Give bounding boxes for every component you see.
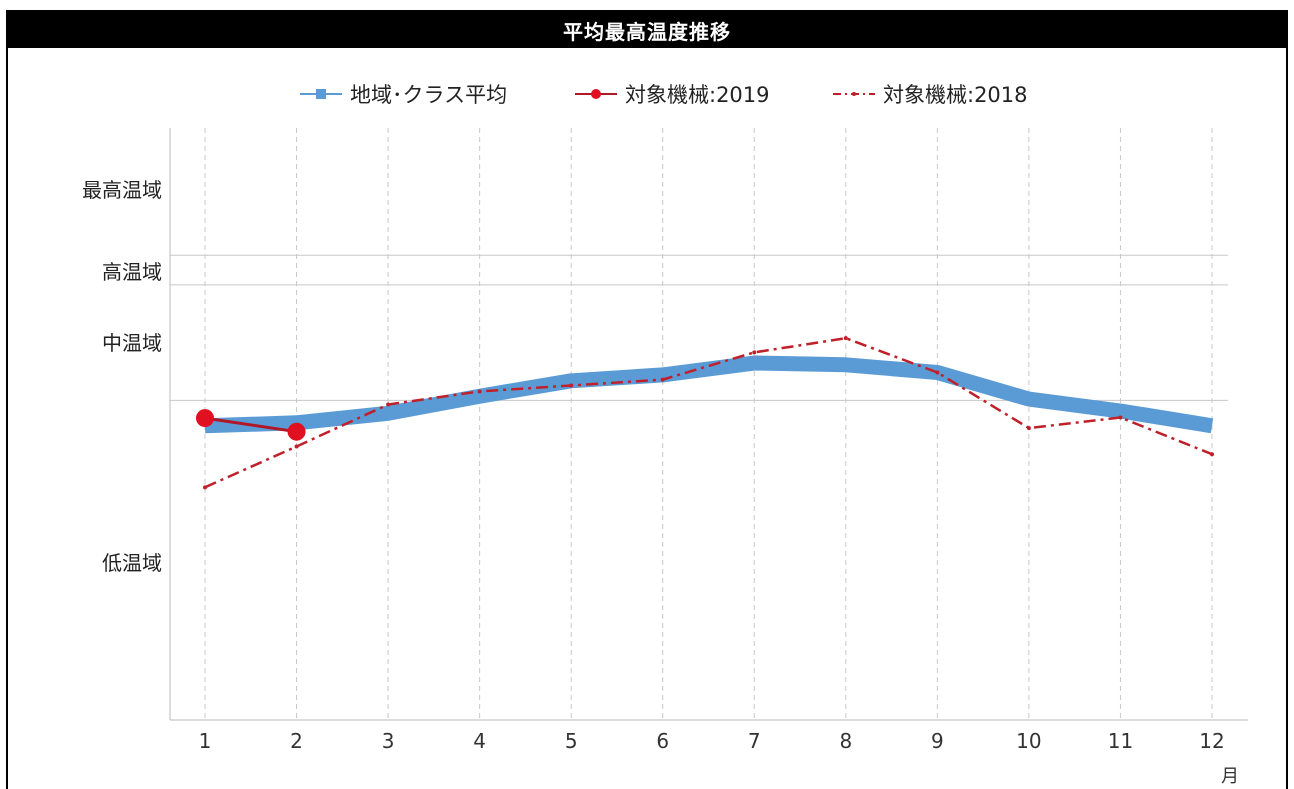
chart-title: 平均最高温度推移	[8, 12, 1286, 48]
x-tick-label: 4	[473, 729, 486, 753]
series-point-2019	[196, 409, 214, 428]
band-label: 中温域	[102, 331, 162, 355]
series-point-2018	[935, 370, 940, 375]
x-unit-label: 月	[1221, 766, 1239, 787]
x-tick-label: 12	[1199, 729, 1224, 753]
x-tick-label: 6	[656, 729, 669, 753]
series-line-average	[204, 355, 1214, 434]
series-point-2018	[386, 402, 391, 407]
series-point-2018	[1210, 452, 1214, 457]
series	[196, 336, 1214, 490]
legend: 地域･クラス平均 対象機械:2019 対象機械:2018	[300, 83, 1028, 107]
band-label: 低温域	[102, 551, 162, 575]
series-point-2018	[203, 485, 207, 490]
legend-swatch-marker	[591, 89, 601, 99]
series-point-2019	[287, 422, 306, 441]
series-point-2018	[660, 377, 665, 382]
legend-item: 対象機械:2018	[833, 83, 1028, 107]
series-point-2018	[569, 383, 574, 388]
x-tick-labels: 1 2 3 4 5 6 7 8 9 10 11 12	[199, 729, 1225, 753]
x-tick-label: 2	[290, 729, 303, 753]
series-point-2018	[752, 350, 757, 355]
x-tick-label: 10	[1016, 729, 1041, 753]
legend-swatch-marker	[316, 89, 326, 99]
series-point-2018	[294, 444, 299, 449]
x-tick-label: 7	[748, 729, 761, 753]
x-tick-label: 8	[839, 729, 852, 753]
legend-item: 地域･クラス平均	[300, 83, 507, 107]
series-point-2018	[1026, 426, 1031, 431]
axes	[169, 128, 1248, 721]
legend-label: 対象機械:2019	[625, 83, 770, 107]
x-tick-label: 3	[382, 729, 395, 753]
series-point-2018	[477, 389, 482, 394]
band-label: 高温域	[102, 260, 162, 284]
band-label: 最高温域	[82, 178, 162, 202]
x-tick-label: 9	[931, 729, 944, 753]
legend-swatch-marker	[852, 92, 856, 96]
series-point-2018	[843, 336, 848, 341]
series-point-2018	[1118, 415, 1123, 420]
series-line-2018	[204, 336, 1213, 489]
x-tick-label: 1	[199, 729, 212, 753]
legend-item: 対象機械:2019	[575, 83, 770, 107]
series-line-2019	[204, 416, 297, 434]
legend-label: 地域･クラス平均	[350, 83, 507, 107]
x-tick-label: 5	[565, 729, 578, 753]
x-tick-label: 11	[1108, 729, 1133, 753]
legend-label: 対象機械:2018	[883, 83, 1028, 107]
